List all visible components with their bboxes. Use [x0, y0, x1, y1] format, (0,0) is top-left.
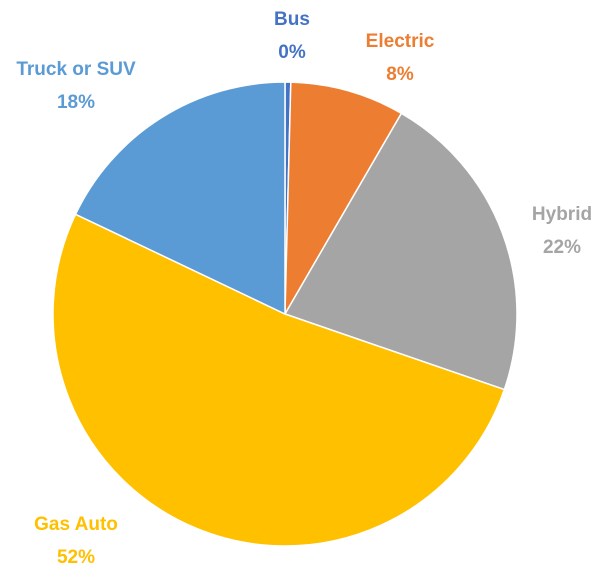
slice-value-label: 52% [57, 547, 95, 568]
slice-label: Hybrid [532, 204, 592, 225]
pie-slice [74, 81, 286, 316]
slice-value-label: 22% [543, 237, 581, 258]
pie-slice [284, 81, 403, 315]
slice-value-label: 8% [386, 64, 414, 85]
slice-label: Gas Auto [34, 514, 118, 535]
slice-label: Bus [274, 9, 310, 30]
pie-slice [52, 213, 506, 547]
pie-slice [283, 112, 518, 391]
slice-value-label: 0% [278, 42, 306, 63]
slice-value-label: 18% [57, 92, 95, 113]
slice-label: Truck or SUV [16, 59, 136, 80]
slice-label: Electric [366, 31, 435, 52]
